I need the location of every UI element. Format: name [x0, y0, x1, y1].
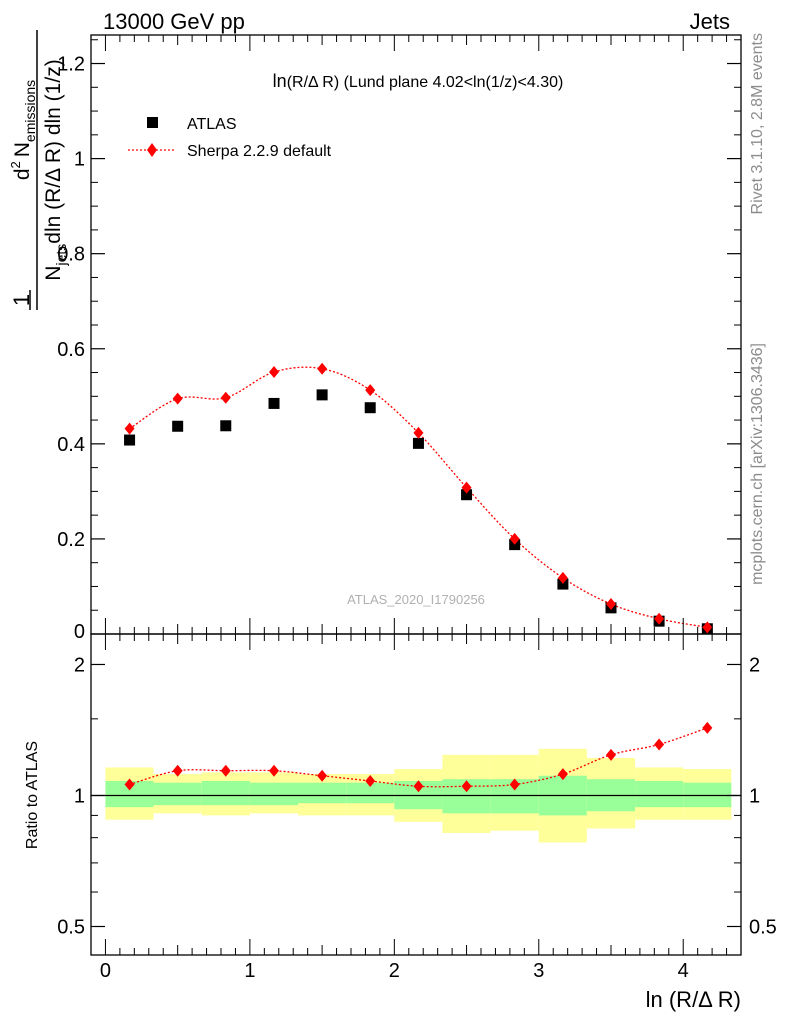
- rivet-label: Rivet 3.1.10, 2.8M events: [749, 33, 766, 214]
- x-axis-label: ln (R/Δ R): [646, 987, 741, 1012]
- ratio-point: [461, 780, 472, 793]
- sherpa-point: [317, 362, 328, 375]
- y-label-denominator: Njetsdln (R/Δ R) dln (1/z): [42, 59, 69, 280]
- sherpa-point: [509, 532, 520, 545]
- ratio-band-inner: [297, 782, 347, 804]
- atlas-point: [172, 420, 184, 432]
- atlas-point: [557, 578, 569, 590]
- sherpa-point: [172, 392, 183, 405]
- x-tick-label: 3: [533, 960, 544, 982]
- atlas-point: [220, 420, 232, 432]
- sherpa-point: [365, 384, 376, 397]
- ratio-point: [317, 769, 328, 782]
- x-tick-label: 0: [100, 960, 111, 982]
- ratio-point: [413, 780, 424, 793]
- legend-sherpa-marker: [147, 143, 157, 157]
- y-tick-label: 0.2: [57, 529, 85, 551]
- y-axis-label: 1 1 d2Nemissions Njetsdln (R/Δ R) dln (1…: [8, 30, 69, 310]
- legend-sherpa-label: Sherpa 2.2.9 default: [187, 143, 332, 160]
- atlas-point: [412, 437, 424, 449]
- ratio-band-inner: [346, 782, 395, 804]
- legend-atlas-marker: [147, 117, 158, 128]
- ratio-band-inner: [153, 782, 202, 806]
- atlas-point: [124, 434, 136, 446]
- header-energy: 13000 GeV pp: [103, 9, 245, 34]
- sherpa-point: [461, 481, 472, 494]
- ratio-y-tick-label-right: 2: [749, 654, 760, 676]
- ratio-point: [365, 774, 376, 787]
- ratio-point: [557, 768, 568, 781]
- sherpa-point: [702, 621, 713, 634]
- ratio-point: [269, 764, 280, 777]
- atlas-point: [364, 402, 376, 414]
- ratio-band-inner: [635, 780, 684, 808]
- ratio-point: [509, 778, 520, 791]
- ratio-y-tick-label: 1: [74, 785, 85, 807]
- sherpa-point: [654, 612, 665, 625]
- x-tick-label: 2: [389, 960, 400, 982]
- header-process: Jets: [690, 9, 730, 34]
- atlas-point: [461, 489, 473, 501]
- y-tick-label: 1: [74, 149, 85, 171]
- sherpa-point: [269, 366, 280, 379]
- x-tick-label: 4: [678, 960, 689, 982]
- ratio-y-tick-label-right: 1: [749, 785, 760, 807]
- sherpa-line: [129, 366, 708, 628]
- sherpa-point: [413, 426, 424, 439]
- sherpa-point: [124, 422, 135, 435]
- ratio-point: [172, 764, 183, 777]
- ratio-y-tick-label-right: 0.5: [749, 916, 777, 938]
- main-panel: 0.2 0.4 0.6 0.8 1 1.2 0 ln(R/Δ R) (Lund plane …: [8, 30, 742, 643]
- ratio-point: [124, 778, 135, 791]
- y-label-numerator: d2Nemissions: [8, 80, 38, 180]
- ratio-frame: [90, 633, 742, 956]
- ratio-point: [606, 748, 616, 761]
- y-tick-label: 0.6: [57, 339, 85, 361]
- legend: ATLAS Sherpa 2.2.9 default: [128, 116, 332, 160]
- ratio-point: [220, 764, 231, 777]
- x-tick-label: 1: [244, 960, 255, 982]
- atlas-point: [316, 389, 328, 401]
- analysis-watermark: ATLAS_2020_I1790256: [347, 592, 485, 607]
- y-tick-label: 0.4: [57, 434, 85, 456]
- chart-title: ln(R/Δ R) (Lund plane 4.02<ln(1/z)<4.30): [273, 71, 564, 91]
- legend-atlas-label: ATLAS: [187, 116, 237, 133]
- y-tick-label: 0.8: [57, 244, 85, 266]
- sherpa-point: [220, 391, 231, 404]
- y-zero-label: 0: [74, 621, 85, 643]
- ratio-y-tick-label: 0.5: [57, 916, 85, 938]
- mcplots-label: mcplots.cern.ch [arXiv:1306.3436]: [749, 343, 766, 585]
- ratio-band-inner: [201, 780, 250, 806]
- svg-text:1: 1: [9, 294, 34, 306]
- ratio-point: [702, 721, 713, 734]
- ratio-y-tick-label: 2: [74, 654, 85, 676]
- sherpa-point: [557, 571, 568, 584]
- ratio-band-inner: [249, 782, 298, 806]
- y-tick-label: 1.2: [57, 54, 85, 76]
- ratio-y-label: Ratio to ATLAS: [24, 741, 41, 849]
- sherpa-point: [606, 598, 616, 611]
- atlas-point: [268, 397, 280, 409]
- ratio-point: [654, 738, 665, 751]
- ratio-panel: 0.5 0.5 1 1 2 2 0 1 2 3 4 Ratio to ATLAS ln (R/Δ R…: [24, 633, 777, 1012]
